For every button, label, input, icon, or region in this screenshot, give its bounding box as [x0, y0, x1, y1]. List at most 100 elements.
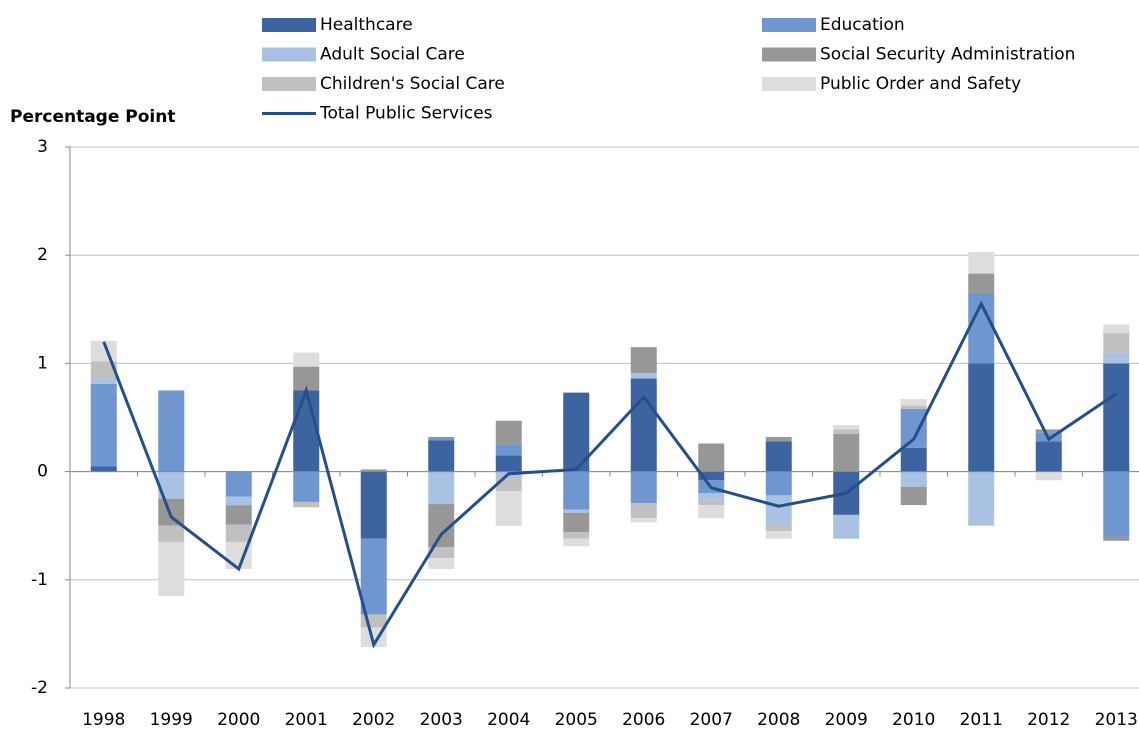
bar-segment: [698, 505, 725, 519]
bar-segment: [1103, 536, 1130, 541]
bar-segment: [630, 502, 657, 519]
x-tick-label: 1999: [150, 710, 193, 730]
bar-segment: [833, 425, 860, 430]
bar-segment: [630, 373, 657, 379]
x-tick-label: 2000: [217, 710, 260, 730]
y-tick-label: -2: [31, 678, 48, 698]
bar-segment: [833, 433, 860, 472]
x-tick-label: 2007: [690, 710, 733, 730]
x-tick-label: 2003: [420, 710, 463, 730]
legend-label: Total Public Services: [319, 104, 493, 124]
bar-segment: [833, 429, 860, 434]
bar-segment: [428, 547, 455, 559]
x-tick-label: 2013: [1095, 710, 1138, 730]
bar-segment: [765, 441, 792, 472]
x-tick-label: 2011: [960, 710, 1003, 730]
bar-segment: [428, 436, 455, 441]
y-tick-label: 2: [37, 245, 48, 265]
bar-segment: [765, 471, 792, 496]
bar-segment: [900, 486, 927, 506]
x-tick-label: 2002: [352, 710, 395, 730]
y-tick-label: 3: [37, 137, 48, 157]
bar-segment: [360, 538, 387, 615]
bar-segment: [90, 383, 117, 467]
bar-segment: [1103, 333, 1130, 353]
bar-segment: [90, 379, 117, 384]
bar-segment: [765, 436, 792, 442]
legend-label: Education: [820, 15, 905, 35]
legend-swatch: [262, 18, 316, 32]
y-tick-label: -1: [31, 570, 48, 590]
bar-segment: [293, 471, 320, 502]
bar-segment: [1035, 441, 1062, 472]
bar-segment: [968, 251, 995, 274]
legend-swatch: [762, 47, 816, 62]
bar-segment: [293, 352, 320, 367]
bar-segment: [428, 440, 455, 472]
bar-segment: [563, 512, 590, 533]
legend-swatch: [262, 77, 316, 91]
bar-segment: [225, 471, 252, 497]
bar-segment: [360, 614, 387, 628]
bar-segment: [495, 491, 522, 526]
bar-segment: [900, 471, 927, 487]
bar-segment: [158, 390, 185, 472]
bar-segment: [968, 363, 995, 472]
bar-segment: [698, 471, 725, 481]
x-tick-label: 2004: [487, 710, 530, 730]
bar-segment: [225, 524, 252, 542]
bar-segment: [833, 514, 860, 539]
bar-segment: [968, 273, 995, 294]
legend-label: Public Order and Safety: [820, 74, 1021, 94]
bar-segment: [428, 558, 455, 569]
bar-segment: [90, 466, 117, 472]
legend-label: Children's Social Care: [320, 74, 505, 94]
legend-label: Social Security Administration: [820, 45, 1075, 65]
bar-segment: [630, 518, 657, 523]
bar-segment: [495, 455, 522, 472]
bar-segment: [563, 532, 590, 539]
bar-segment: [360, 469, 387, 472]
bar-segment: [1103, 324, 1130, 334]
bar-segment: [293, 390, 320, 472]
bar-segment: [563, 538, 590, 547]
bar-segment: [900, 405, 927, 409]
bar-segment: [1103, 363, 1130, 472]
legend-label: Adult Social Care: [320, 45, 465, 65]
bar-segment: [158, 541, 185, 597]
bar-segment: [563, 509, 590, 513]
bar-segment: [900, 408, 927, 448]
bar-segment: [563, 471, 590, 510]
bar-segment: [225, 505, 252, 525]
x-tick-label: 2008: [757, 710, 800, 730]
total-line: [102, 300, 1118, 649]
bar-segment: [630, 471, 657, 503]
bar-segment: [765, 524, 792, 532]
x-tick-label: 2012: [1027, 710, 1070, 730]
bar-segment: [698, 499, 725, 506]
bar-segment: [1035, 429, 1062, 433]
bar-segment: [968, 471, 995, 526]
legend-swatch: [762, 77, 816, 91]
bar-segment: [428, 471, 455, 505]
bar-segment: [630, 378, 657, 472]
legend-swatch: [262, 47, 316, 62]
x-tick-label: 2006: [622, 710, 665, 730]
x-tick-label: 2009: [825, 710, 868, 730]
bar-segment: [158, 525, 185, 542]
bar-segment: [765, 495, 792, 525]
bar-segment: [1103, 471, 1130, 537]
x-tick-label: 1998: [82, 710, 125, 730]
bar-segment: [630, 347, 657, 374]
bar-segment: [158, 498, 185, 526]
legend-label: Healthcare: [320, 15, 413, 35]
bar-segment: [1035, 471, 1062, 481]
bar-segment: [90, 361, 117, 380]
bar-segment: [360, 471, 387, 539]
y-tick-label: 1: [37, 353, 48, 373]
x-tick-label: 2010: [892, 710, 935, 730]
bar-segment: [900, 447, 927, 472]
bar-segment: [495, 420, 522, 445]
bar-segment: [293, 366, 320, 391]
